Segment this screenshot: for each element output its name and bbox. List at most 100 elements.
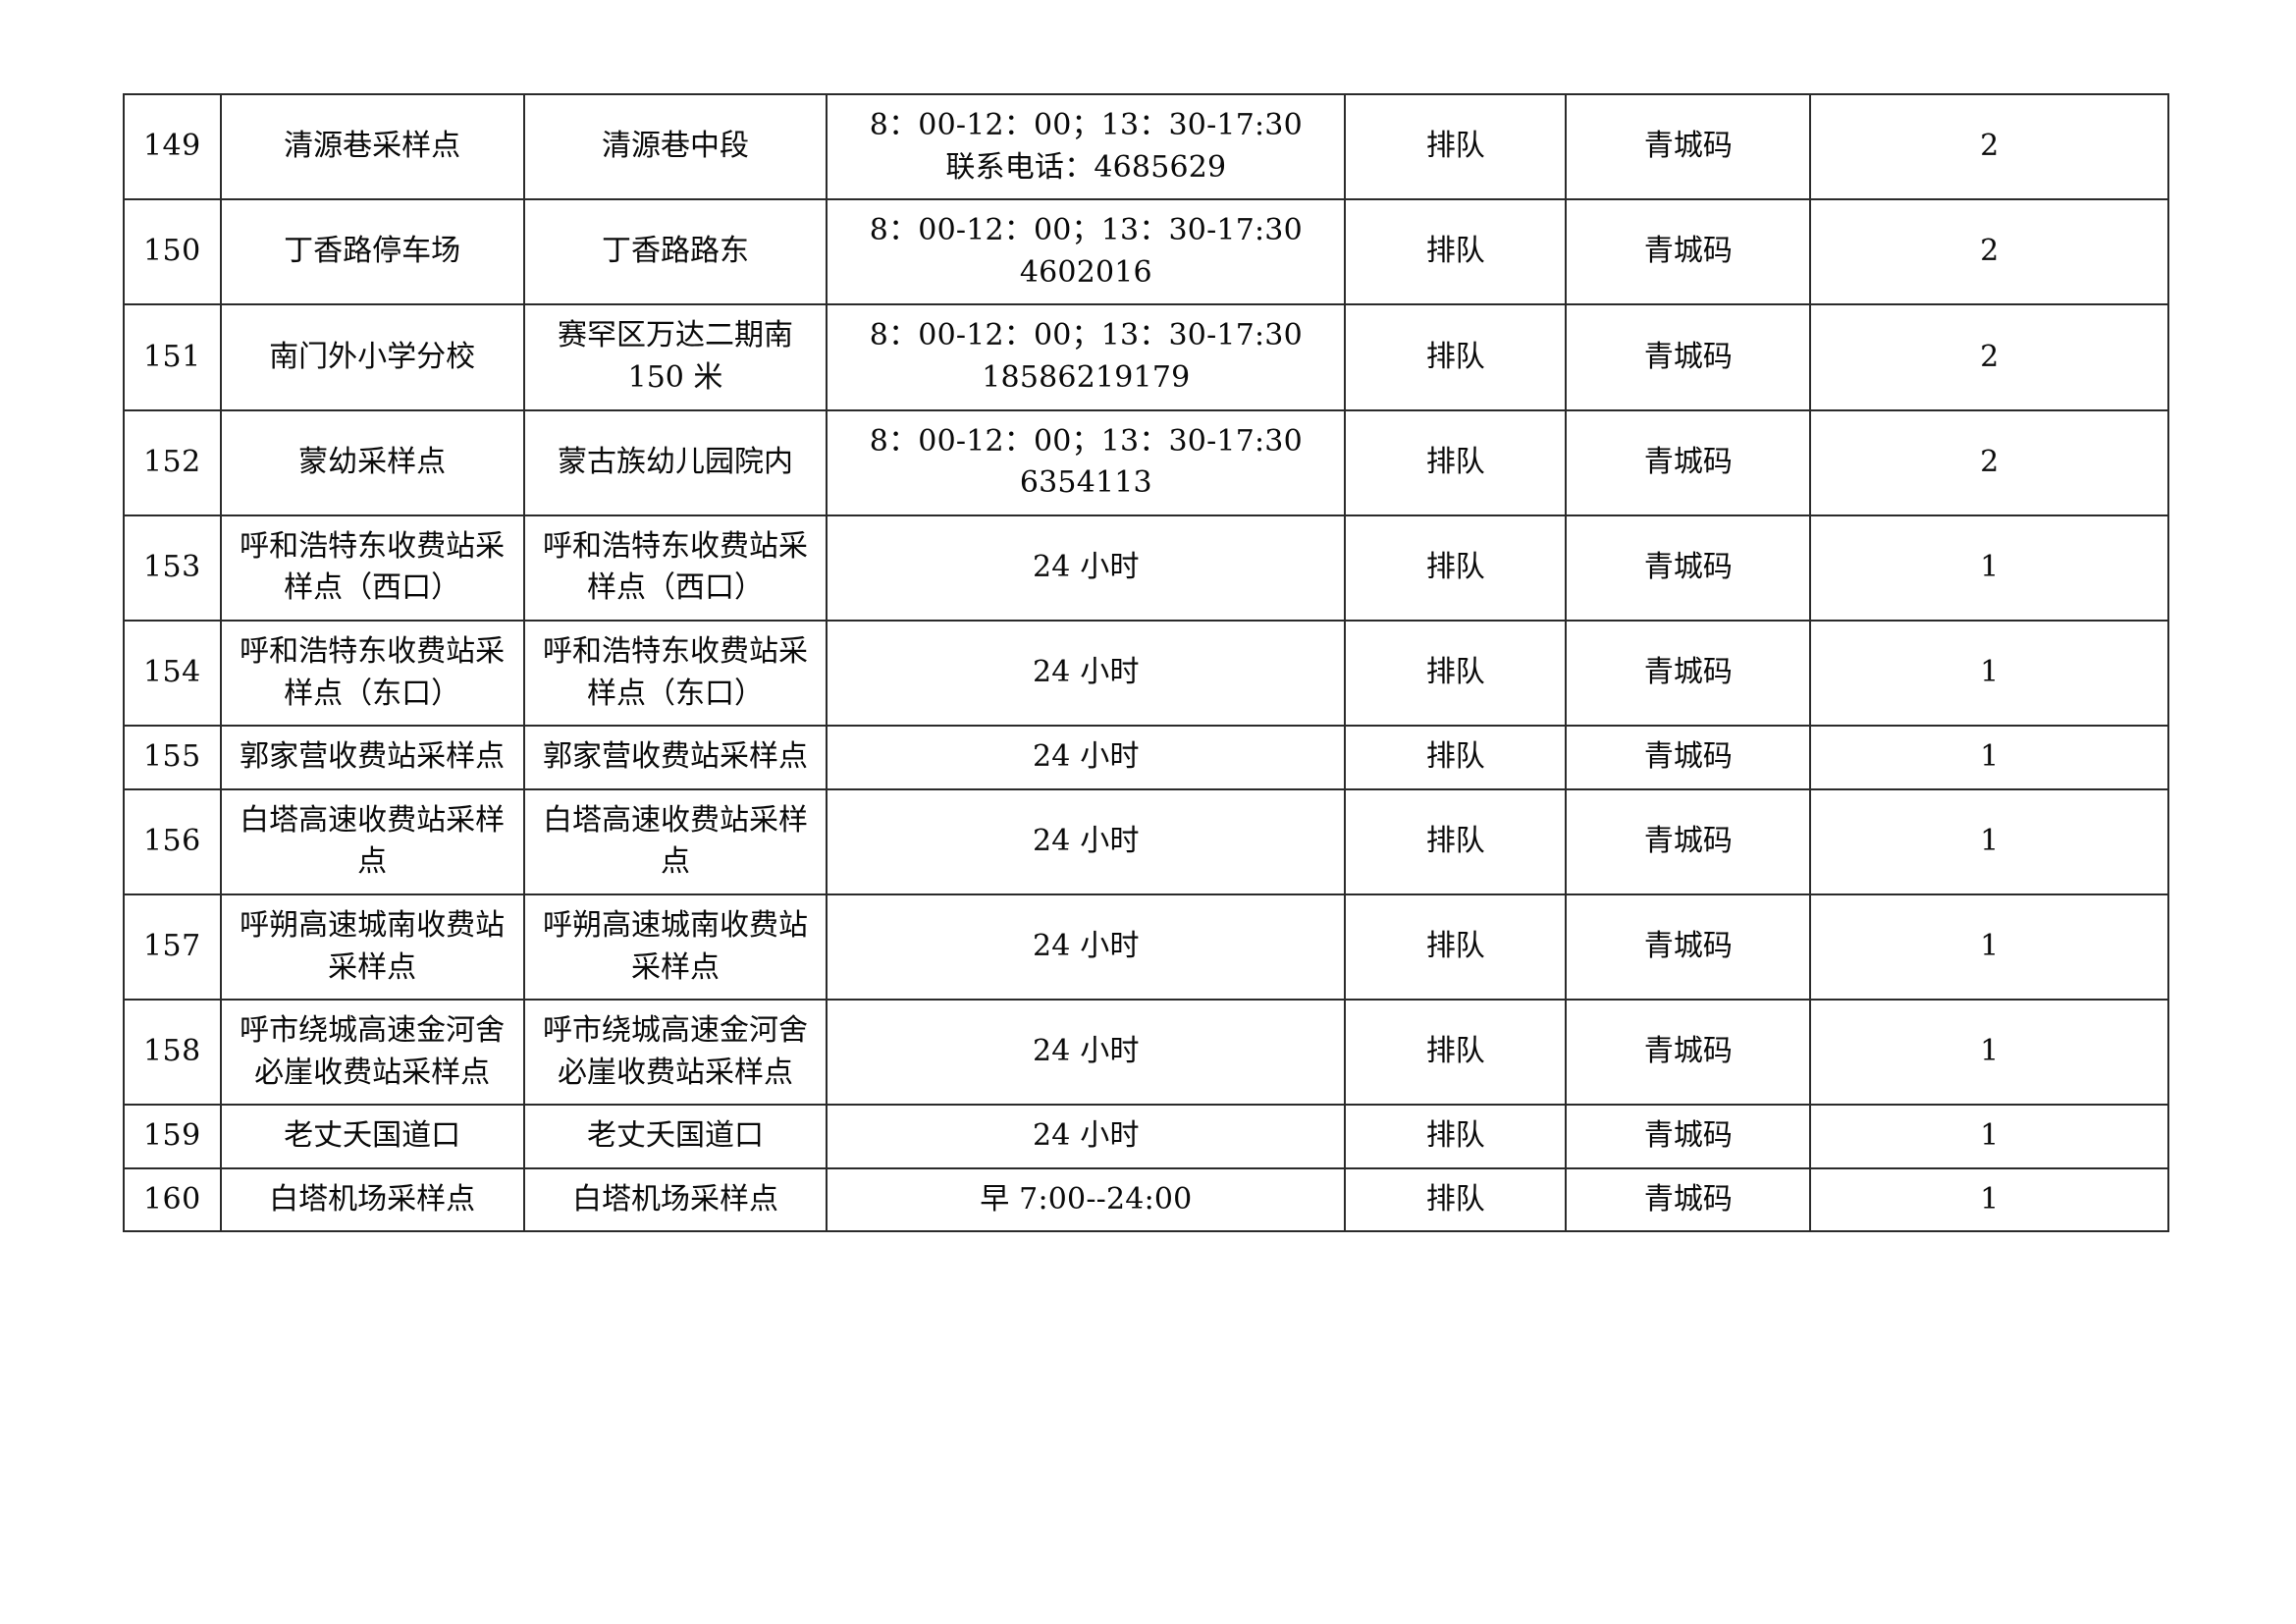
cell-count-text: 1: [1980, 1118, 2000, 1154]
table-row: 154 呼和浩特东收费站采样点（东口） 呼和浩特东收费站采样点（东口） 24 小时 排队…: [123, 619, 2169, 728]
cell-code-text: 青城码: [1643, 234, 1733, 269]
cell-address-text: 呼朔高速城南收费站采样点: [543, 907, 809, 985]
cell-name: 呼和浩特东收费站采样点（西口）: [219, 514, 525, 622]
cell-code: 青城码: [1565, 1104, 1812, 1169]
cell-index-text: 154: [142, 655, 201, 690]
cell-name-text: 呼和浩特东收费站采样点（东口）: [240, 633, 506, 711]
cell-index: 158: [123, 999, 222, 1107]
cell-index: 156: [123, 787, 222, 895]
cell-address-text: 呼和浩特东收费站采样点（东口）: [543, 633, 809, 711]
table-row: 158 呼市绕城高速金河舍必崖收费站采样点 呼市绕城高速金河舍必崖收费站采样点 24 …: [123, 999, 2169, 1107]
cell-time: 8：00-12：00；13：30-17:30 联系电话：4685629: [826, 92, 1347, 201]
cell-count: 1: [1809, 999, 2169, 1107]
cell-code-text: 青城码: [1643, 1181, 1733, 1217]
cell-name: 郭家营收费站采样点: [219, 725, 525, 790]
table-row: 149 清源巷采样点 清源巷中段 8：00-12：00；13：30-17:30 联系电话…: [123, 92, 2169, 201]
cell-index-text: 155: [142, 739, 201, 775]
cell-mode: 排队: [1344, 725, 1568, 790]
cell-line-1: 8：00-12：00；13：30-17:30: [869, 318, 1303, 353]
cell-name: 呼市绕城高速金河舍必崖收费站采样点: [219, 999, 525, 1107]
cell-code-text: 青城码: [1643, 655, 1733, 690]
cell-address-text: 丁香路路东: [602, 234, 750, 269]
cell-count-text: 1: [1980, 550, 2000, 585]
cell-time: 早 7:00--24:00: [826, 1166, 1347, 1233]
cell-index-text: 153: [142, 550, 201, 585]
cell-count-text: 1: [1980, 1034, 2000, 1069]
cell-count-text: 1: [1980, 1181, 2000, 1217]
cell-code-text: 青城码: [1643, 339, 1733, 374]
cell-line-1: 24 小时: [1032, 824, 1140, 859]
cell-index: 159: [123, 1104, 222, 1169]
cell-index: 157: [123, 893, 222, 1001]
cell-code: 青城码: [1565, 999, 1812, 1107]
table-row: 155 郭家营收费站采样点 郭家营收费站采样点 24 小时 排队 青城码 1: [123, 725, 2169, 790]
cell-mode: 排队: [1344, 619, 1568, 728]
cell-index-text: 160: [142, 1181, 201, 1217]
cell-name: 白塔机场采样点: [219, 1166, 525, 1233]
cell-time: 8：00-12：00；13：30-17:30 18586219179: [826, 303, 1347, 411]
cell-code-text: 青城码: [1643, 444, 1733, 479]
cell-name-text: 白塔高速收费站采样点: [240, 802, 506, 880]
cell-mode: 排队: [1344, 1166, 1568, 1233]
cell-count: 1: [1809, 1104, 2169, 1169]
table-row: 153 呼和浩特东收费站采样点（西口） 呼和浩特东收费站采样点（西口） 24 小时 排队…: [123, 514, 2169, 622]
cell-name-text: 呼朔高速城南收费站采样点: [240, 907, 506, 985]
cell-line-1: 24 小时: [1032, 739, 1140, 775]
cell-address: 清源巷中段: [522, 92, 828, 201]
cell-name-text: 白塔机场采样点: [269, 1181, 476, 1217]
cell-name-text: 老丈夭国道口: [284, 1118, 461, 1154]
table-row: 157 呼朔高速城南收费站采样点 呼朔高速城南收费站采样点 24 小时 排队 青城码 1: [123, 893, 2169, 1001]
cell-mode-text: 排队: [1425, 655, 1485, 690]
cell-mode: 排队: [1344, 303, 1568, 411]
cell-mode-text: 排队: [1425, 739, 1485, 775]
cell-mode-text: 排队: [1425, 1034, 1485, 1069]
cell-code: 青城码: [1565, 1166, 1812, 1233]
cell-index: 150: [123, 198, 222, 306]
cell-index-text: 159: [142, 1118, 201, 1154]
cell-count-text: 1: [1980, 824, 2000, 859]
cell-name: 蒙幼采样点: [219, 408, 525, 516]
cell-count: 1: [1809, 893, 2169, 1001]
cell-address-text: 白塔机场采样点: [572, 1181, 779, 1217]
cell-index-text: 150: [142, 234, 201, 269]
cell-address-text: 呼和浩特东收费站采样点（西口）: [543, 528, 809, 606]
cell-code-text: 青城码: [1643, 929, 1733, 964]
cell-count-text: 2: [1980, 129, 2000, 164]
cell-mode-text: 排队: [1425, 824, 1485, 859]
cell-time: 8：00-12：00；13：30-17:30 6354113: [826, 408, 1347, 516]
cell-code: 青城码: [1565, 619, 1812, 728]
sampling-sites-table: 149 清源巷采样点 清源巷中段 8：00-12：00；13：30-17:30 联系电话…: [123, 92, 2169, 1233]
cell-mode: 排队: [1344, 198, 1568, 306]
cell-mode: 排队: [1344, 893, 1568, 1001]
cell-name: 呼朔高速城南收费站采样点: [219, 893, 525, 1001]
table-row: 151 南门外小学分校 赛罕区万达二期南 150 米 8：00-12：00；13：30…: [123, 303, 2169, 411]
cell-address-text: 白塔高速收费站采样点: [543, 802, 809, 880]
cell-count-text: 1: [1980, 655, 2000, 690]
cell-line-1: 24 小时: [1032, 1034, 1140, 1069]
cell-count: 2: [1809, 408, 2169, 516]
cell-name: 呼和浩特东收费站采样点（东口）: [219, 619, 525, 728]
cell-name-text: 清源巷采样点: [284, 129, 461, 164]
cell-mode-text: 排队: [1425, 1181, 1485, 1217]
cell-index: 153: [123, 514, 222, 622]
cell-mode-text: 排队: [1425, 129, 1485, 164]
cell-index: 149: [123, 92, 222, 201]
cell-index-text: 152: [142, 444, 201, 479]
cell-code-text: 青城码: [1643, 1118, 1733, 1154]
cell-line-1: 早 7:00--24:00: [980, 1181, 1193, 1217]
cell-mode-text: 排队: [1425, 550, 1485, 585]
cell-line-1: 24 小时: [1032, 1118, 1140, 1154]
cell-index-text: 149: [142, 129, 201, 164]
cell-name: 老丈夭国道口: [219, 1104, 525, 1169]
cell-address: 呼和浩特东收费站采样点（东口）: [522, 619, 828, 728]
cell-address-text: 赛罕区万达二期南 150 米: [558, 318, 794, 395]
cell-code: 青城码: [1565, 514, 1812, 622]
cell-mode-text: 排队: [1425, 1118, 1485, 1154]
cell-address: 赛罕区万达二期南 150 米: [522, 303, 828, 411]
cell-code-text: 青城码: [1643, 550, 1733, 585]
table-row: 156 白塔高速收费站采样点 白塔高速收费站采样点 24 小时 排队 青城码 1: [123, 787, 2169, 895]
cell-code-text: 青城码: [1643, 129, 1733, 164]
cell-name: 白塔高速收费站采样点: [219, 787, 525, 895]
cell-count: 2: [1809, 198, 2169, 306]
cell-address: 呼和浩特东收费站采样点（西口）: [522, 514, 828, 622]
